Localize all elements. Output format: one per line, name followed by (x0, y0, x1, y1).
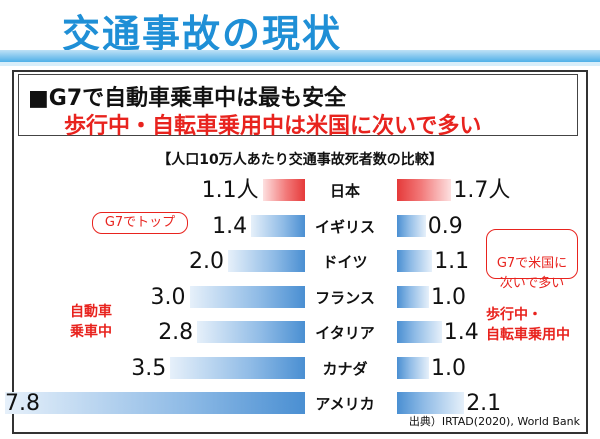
country-label: 日本 (329, 182, 360, 200)
headline-box (18, 74, 578, 136)
value-label-car-occupant: 2.8 (158, 320, 194, 345)
value-label-pedestrian-cyclist: 1.0 (431, 284, 466, 310)
bar-car-occupant (228, 250, 305, 272)
country-label: フランス (315, 288, 375, 307)
value-label-pedestrian-cyclist: 1.4 (443, 320, 479, 345)
subheadline: 歩行中・自転車乗用中は米国に次いで多い (64, 114, 482, 139)
bar-car-occupant (189, 285, 305, 308)
title-stripe (0, 50, 600, 62)
callout-left-top: G7でトップ (92, 212, 188, 234)
bar-car-occupant (197, 321, 305, 343)
value-label-pedestrian-cyclist: 2.1 (466, 391, 502, 416)
country-label: ドイツ (322, 253, 368, 271)
title-stripe-light (0, 62, 600, 66)
value-label-pedestrian-cyclist: 1.7人 (453, 178, 511, 203)
callout-right-top-text: G7で米国に 次いで多い (496, 256, 568, 291)
bar-car-occupant (170, 356, 305, 379)
value-label-car-occupant: 3.5 (131, 355, 167, 381)
bar-pedestrian-cyclist (397, 179, 452, 201)
bar-pedestrian-cyclist (397, 392, 465, 414)
bar-pedestrian-cyclist (397, 321, 442, 343)
side-label-left: 自動車 乗車中 (70, 304, 112, 340)
callout-right-top: G7で米国に 次いで多い (486, 229, 578, 291)
country-label: イギリス (314, 217, 375, 236)
comparison-label: 【人口10万人あたり交通事故死者数の比較】 (157, 152, 443, 168)
bar-car-occupant (4, 392, 305, 414)
side-label-right: 歩行中・ 自転車乗用中 (486, 307, 570, 343)
source-note: 出典）IRTAD(2020), World Bank (408, 415, 580, 428)
value-label-pedestrian-cyclist: 1.1 (434, 249, 470, 274)
page-title: 交通事故の現状 (62, 12, 343, 56)
value-label-car-occupant: 1.1人 (201, 178, 259, 203)
value-label-car-occupant: 2.0 (189, 249, 224, 274)
country-label: カナダ (322, 359, 368, 378)
value-label-car-occupant: 7.8 (5, 391, 40, 416)
bar-car-occupant (251, 214, 305, 237)
value-label-pedestrian-cyclist: 1.0 (431, 355, 466, 381)
bar-car-occupant (262, 179, 305, 201)
bar-pedestrian-cyclist (397, 285, 429, 308)
value-label-car-occupant: 3.0 (150, 284, 186, 310)
country-label: イタリア (315, 324, 375, 342)
bar-pedestrian-cyclist (397, 250, 433, 272)
bar-pedestrian-cyclist (397, 214, 426, 237)
title-band: 交通事故の現状 (0, 0, 600, 66)
value-label-car-occupant: 1.4 (212, 213, 248, 239)
bar-pedestrian-cyclist (397, 356, 429, 379)
headline: ■G7で自動車乗車中は最も安全 (28, 86, 347, 111)
country-label: アメリカ (315, 395, 375, 413)
value-label-pedestrian-cyclist: 0.9 (427, 213, 463, 239)
callout-left-top-text: G7でトップ (104, 215, 176, 230)
